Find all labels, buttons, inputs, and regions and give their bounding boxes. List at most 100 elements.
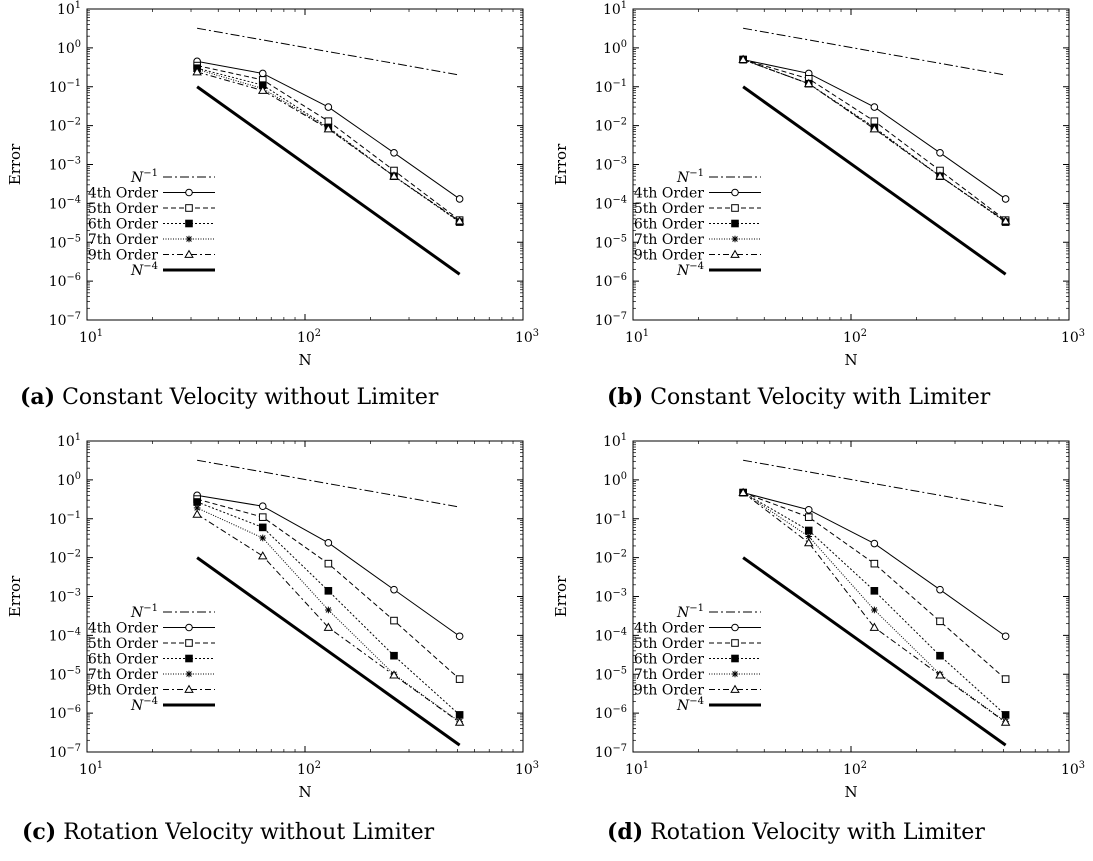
- x-tick-label: 101: [79, 328, 103, 346]
- series-line: [742, 59, 1006, 221]
- y-tick-label: 101: [57, 0, 81, 18]
- legend-label: N−1: [676, 168, 704, 186]
- data-point: [869, 124, 880, 133]
- y-axis-label: Error: [6, 143, 24, 185]
- legend-label: 5th Order: [88, 636, 158, 652]
- data-point: [323, 124, 334, 133]
- x-axis-label: N: [298, 351, 311, 369]
- y-tick-label: 10−1: [49, 78, 81, 96]
- data-point: [324, 539, 333, 547]
- series-line: [742, 492, 1006, 716]
- legend-label: 9th Order: [634, 248, 704, 264]
- series-ref-0: [197, 459, 460, 508]
- caption-d-label: (d): [607, 819, 644, 845]
- series-line: [197, 27, 460, 76]
- legend-label: N−1: [130, 168, 158, 186]
- y-tick-label: 100: [603, 39, 627, 57]
- data-point: [803, 537, 814, 547]
- legend-label: 6th Order: [88, 217, 158, 233]
- legend-label: 6th Order: [634, 217, 704, 233]
- series-line: [196, 68, 460, 222]
- y-tick-label: 10−3: [595, 588, 627, 606]
- legend-marker: [731, 623, 739, 632]
- series-line: [196, 507, 460, 723]
- series-9th-order: [192, 509, 465, 726]
- data-point: [323, 622, 334, 631]
- legend-marker: [731, 219, 739, 228]
- data-point: [390, 585, 398, 594]
- y-tick-label: 10−6: [595, 272, 627, 290]
- y-tick-label: 10−4: [595, 194, 627, 212]
- data-point: [193, 504, 201, 512]
- legend-marker: [185, 204, 193, 212]
- data-point: [455, 711, 464, 719]
- y-tick-label: 100: [57, 39, 81, 57]
- data-point: [738, 487, 748, 497]
- legend-marker: [185, 188, 193, 197]
- series-ref-0: [743, 27, 1006, 76]
- data-point: [870, 117, 879, 125]
- y-tick-label: 10−7: [595, 743, 627, 761]
- series-9th-order: [738, 487, 1011, 726]
- x-axis-label: N: [298, 783, 311, 801]
- series-5th-order: [193, 61, 464, 224]
- series-ref-6: [196, 85, 461, 276]
- legend-label: N−4: [130, 696, 158, 714]
- legend-marker: [185, 654, 193, 663]
- legend-label: 5th Order: [634, 636, 704, 652]
- y-axis-label: Error: [552, 143, 570, 185]
- legend-marker: [730, 684, 740, 693]
- x-tick-label: 101: [79, 760, 103, 778]
- legend-label: 7th Order: [634, 667, 704, 683]
- data-point: [935, 670, 945, 679]
- data-point: [454, 216, 465, 225]
- legend-label: 4th Order: [634, 186, 704, 202]
- y-tick-label: 10−6: [49, 704, 81, 722]
- data-point: [257, 85, 268, 94]
- series-4th-order: [193, 491, 464, 641]
- y-tick-label: 10−3: [49, 588, 81, 606]
- series-line: [742, 492, 1006, 723]
- series-ref-6: [742, 556, 1007, 747]
- data-point: [192, 509, 202, 518]
- data-point: [258, 523, 267, 532]
- x-tick-label: 103: [1061, 328, 1085, 346]
- legend-label: 9th Order: [88, 683, 158, 699]
- x-tick-label: 103: [1061, 760, 1085, 778]
- data-point: [870, 587, 879, 595]
- y-tick-label: 100: [603, 471, 627, 489]
- x-tick-label: 102: [297, 760, 321, 778]
- y-tick-label: 10−5: [595, 665, 627, 683]
- legend-label: N−1: [130, 603, 158, 621]
- y-tick-label: 10−4: [49, 194, 81, 212]
- series-7th-order: [739, 56, 1009, 225]
- series-line: [743, 27, 1006, 76]
- data-point: [1001, 711, 1010, 719]
- data-point: [455, 195, 464, 203]
- legend-label: 4th Order: [88, 621, 158, 637]
- series-line: [197, 459, 460, 508]
- legend-marker: [730, 249, 740, 258]
- data-point: [192, 67, 202, 76]
- legend-marker: [184, 684, 194, 693]
- data-point: [325, 606, 332, 614]
- data-point: [1000, 717, 1011, 726]
- data-point: [389, 670, 399, 679]
- data-point: [870, 539, 879, 548]
- series-7th-order: [739, 489, 1009, 726]
- legend-label: 4th Order: [634, 621, 704, 637]
- data-point: [389, 171, 399, 180]
- series-line: [742, 59, 1006, 222]
- data-point: [805, 533, 813, 540]
- series-ref-6: [742, 85, 1007, 276]
- chart-d: 10−7 10−6 10−5 10−4 10−3 10−2 10−1 100 101 101 102…: [552, 432, 1085, 801]
- legend-label: N−4: [676, 696, 704, 714]
- y-tick-label: 10−1: [595, 510, 627, 528]
- chart-b: 10−7 10−6 10−5 10−4 10−3 10−2 10−1 100 101 101 102…: [552, 0, 1085, 369]
- data-point: [936, 617, 944, 626]
- data-point: [258, 513, 267, 521]
- legend-label: N−1: [676, 603, 704, 621]
